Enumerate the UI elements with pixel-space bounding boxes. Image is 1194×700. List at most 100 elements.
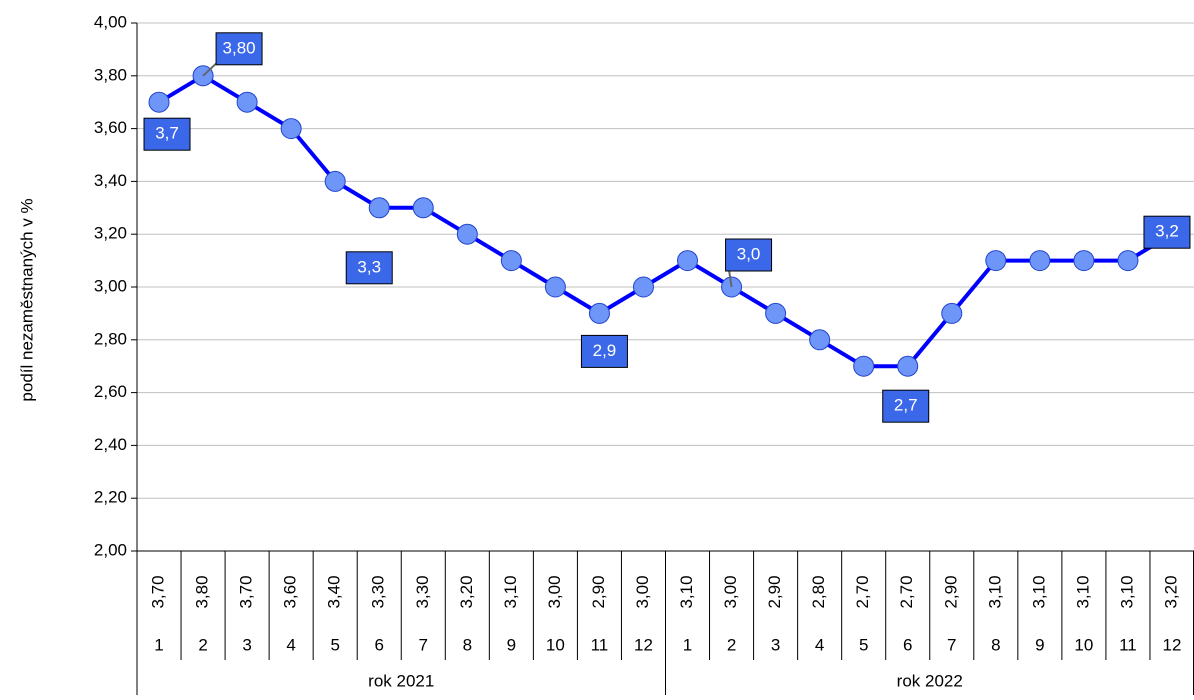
- marker: [1029, 250, 1051, 272]
- marker: [677, 250, 699, 272]
- x-tick-label: 1: [683, 635, 692, 654]
- y-tick-label: 3,40: [94, 171, 127, 190]
- table-value: 3,70: [149, 575, 168, 608]
- table-value: 2,80: [809, 575, 828, 608]
- table-value: 3,80: [193, 575, 212, 608]
- y-tick-label: 2,20: [94, 488, 127, 507]
- marker: [324, 170, 346, 192]
- table-value: 3,00: [721, 575, 740, 608]
- marker: [897, 355, 919, 377]
- label-box: [1143, 215, 1191, 249]
- table-value: 3,10: [1029, 575, 1048, 608]
- table-value: 3,10: [501, 575, 520, 608]
- marker: [236, 91, 258, 113]
- table-value: 2,70: [897, 575, 916, 608]
- x-tick-label: 12: [634, 635, 653, 654]
- x-tick-label: 11: [591, 635, 609, 654]
- group-label: rok 2022: [897, 671, 963, 690]
- marker: [280, 118, 302, 140]
- x-tick-label: 12: [1163, 635, 1182, 654]
- marker: [456, 223, 478, 245]
- x-tick-label: 2: [198, 635, 207, 654]
- label-box: [580, 334, 628, 368]
- label-box: [215, 32, 263, 66]
- x-tick-label: 9: [1035, 635, 1044, 654]
- table-value: 3,20: [457, 575, 476, 608]
- table-value: 3,00: [633, 575, 652, 608]
- marker: [809, 329, 831, 351]
- point-label: 2,9: [593, 341, 617, 360]
- y-tick-label: 4,00: [94, 12, 127, 31]
- table-value: 3,20: [1161, 575, 1180, 608]
- x-tick-label: 6: [903, 635, 912, 654]
- x-tick-label: 8: [463, 635, 472, 654]
- marker: [853, 355, 875, 377]
- x-tick-label: 9: [507, 635, 516, 654]
- y-tick-label: 2,00: [94, 540, 127, 559]
- y-tick-label: 2,80: [94, 329, 127, 348]
- marker: [368, 197, 390, 219]
- table-value: 2,70: [853, 575, 872, 608]
- x-tick-label: 2: [727, 635, 736, 654]
- label-box: [882, 389, 930, 423]
- x-tick-label: 3: [771, 635, 780, 654]
- table-value: 3,10: [985, 575, 1004, 608]
- y-tick-label: 3,80: [94, 65, 127, 84]
- marker: [765, 302, 787, 324]
- x-tick-label: 6: [374, 635, 383, 654]
- marker: [148, 91, 170, 113]
- label-box: [143, 117, 191, 151]
- table-value: 2,90: [589, 575, 608, 608]
- marker: [1073, 250, 1095, 272]
- marker: [500, 250, 522, 272]
- y-tick-label: 3,00: [94, 276, 127, 295]
- y-axis-label: podíl nezaměstnaných v %: [17, 198, 36, 401]
- y-tick-label: 3,60: [94, 118, 127, 137]
- point-label: 3,2: [1155, 222, 1179, 241]
- y-tick-label: 3,20: [94, 224, 127, 243]
- table-value: 2,90: [941, 575, 960, 608]
- table-value: 3,30: [413, 575, 432, 608]
- point-label: 3,3: [357, 257, 381, 276]
- line: [157, 73, 1174, 369]
- x-tick-label: 5: [859, 635, 868, 654]
- point-label: 3,80: [223, 38, 256, 57]
- marker: [588, 302, 610, 324]
- label-box: [345, 251, 393, 285]
- marker: [1117, 250, 1139, 272]
- point-label: 2,7: [894, 396, 918, 415]
- table-value: 3,10: [1117, 575, 1136, 608]
- marker: [544, 276, 566, 298]
- table-value: 3,30: [369, 575, 388, 608]
- table-value: 3,70: [237, 575, 256, 608]
- x-tick-label: 10: [1074, 635, 1093, 654]
- marker: [941, 302, 963, 324]
- x-tick-label: 4: [286, 635, 295, 654]
- table-value: 2,90: [765, 575, 784, 608]
- label-box: [725, 238, 773, 272]
- x-tick-label: 11: [1119, 635, 1137, 654]
- point-label: 3,7: [155, 124, 179, 143]
- table-value: 3,10: [677, 575, 696, 608]
- x-tick-label: 3: [242, 635, 251, 654]
- point-label: 3,0: [737, 244, 761, 263]
- table-value: 3,40: [325, 575, 344, 608]
- x-tick-label: 7: [947, 635, 956, 654]
- x-tick-label: 7: [419, 635, 428, 654]
- y-tick-label: 2,60: [94, 382, 127, 401]
- x-tick-label: 8: [991, 635, 1000, 654]
- x-tick-label: 10: [546, 635, 565, 654]
- table-value: 3,60: [281, 575, 300, 608]
- table-value: 3,10: [1073, 575, 1092, 608]
- x-tick-label: 1: [154, 635, 163, 654]
- table-value: 3,00: [545, 575, 564, 608]
- group-label: rok 2021: [368, 671, 434, 690]
- x-tick-label: 5: [330, 635, 339, 654]
- x-tick-label: 4: [815, 635, 824, 654]
- y-tick-label: 2,40: [94, 435, 127, 454]
- marker: [985, 250, 1007, 272]
- marker: [632, 276, 654, 298]
- marker: [412, 197, 434, 219]
